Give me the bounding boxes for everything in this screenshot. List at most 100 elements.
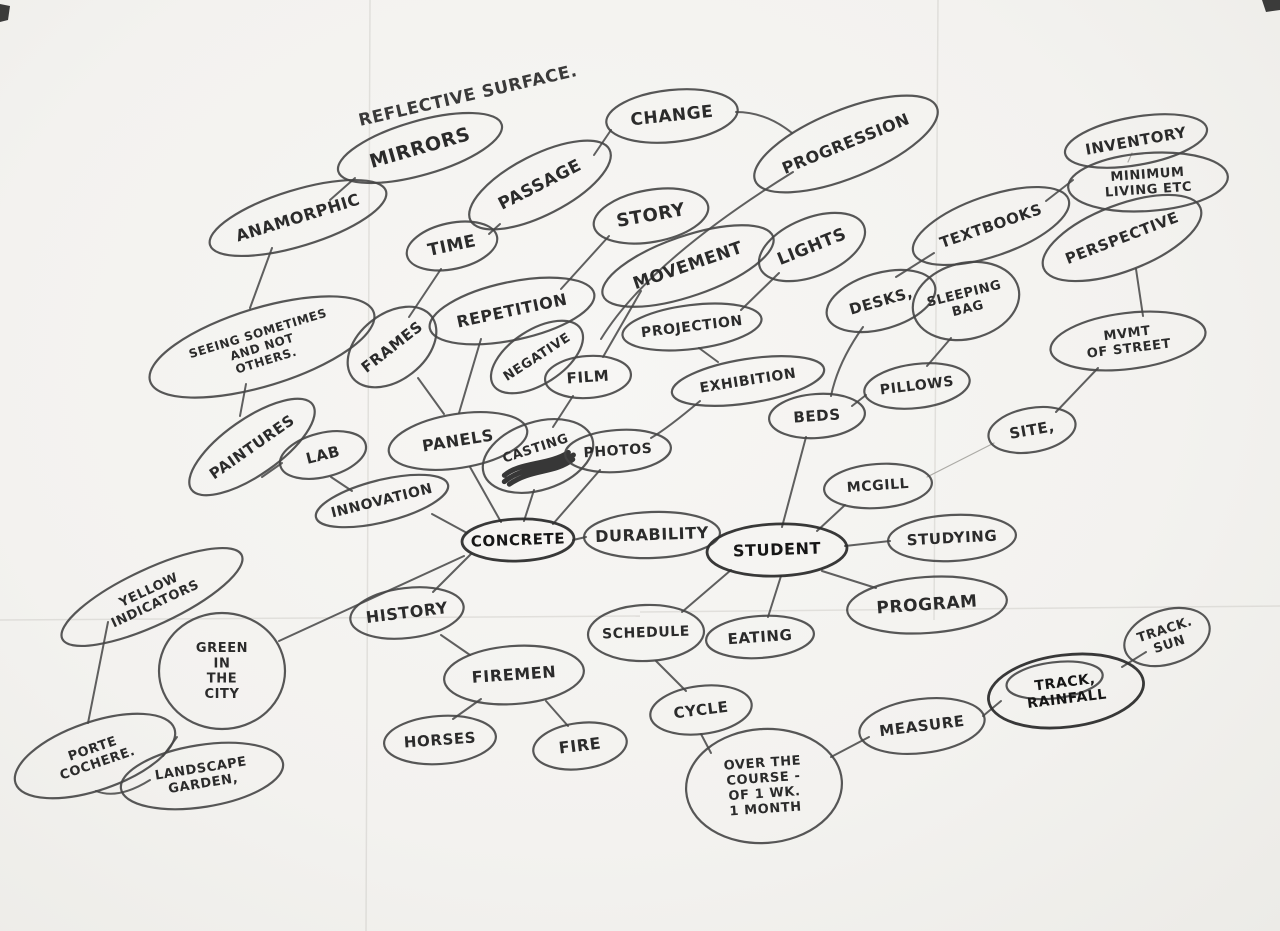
paper-crease-vertical-right <box>933 0 939 621</box>
node-lab: LAB <box>278 430 368 480</box>
measure-ellipse <box>858 697 986 755</box>
sleeping-bag-label: SLEEPINGBAG <box>925 277 1006 325</box>
studying-ellipse <box>886 513 1018 563</box>
firemen-ellipse <box>443 644 585 706</box>
over-course-ellipse <box>684 727 844 845</box>
edge-paintures-lab <box>261 462 283 478</box>
edge-student-eating <box>767 575 782 618</box>
program-label: PROGRAM <box>876 591 978 618</box>
fire-ellipse <box>532 721 628 771</box>
progression-ellipse <box>753 94 939 194</box>
edge-seeing-paintures <box>239 383 247 417</box>
negative-label: NEGATIVE <box>501 330 574 384</box>
edge-movement-film <box>602 290 642 358</box>
edge-perspective-mvmt-of-street <box>1135 268 1144 317</box>
node-progression: PROGRESSION <box>753 94 939 194</box>
durability-label: DURABILITY <box>595 523 709 546</box>
node-durability: DURABILITY <box>582 510 722 560</box>
photos-label: PHOTOS <box>583 441 653 462</box>
pillows-label: PILLOWS <box>879 374 955 399</box>
frames-ellipse <box>346 305 438 389</box>
node-schedule: SCHEDULE <box>586 603 706 663</box>
paper-crease-vertical <box>365 0 371 931</box>
desks-label: DESKS, <box>847 283 915 318</box>
node-over-course: OVER THECOURSE -OF 1 WK.1 MONTH <box>684 727 844 845</box>
edge-change-progression <box>735 111 793 134</box>
node-photos: PHOTOS <box>564 428 672 474</box>
node-casting: CASTING <box>481 418 595 494</box>
mvmt-of-street-ellipse <box>1049 310 1207 372</box>
node-time: TIME <box>405 220 499 272</box>
node-track-rainfall: TRACK,RAINFALL <box>987 652 1145 730</box>
mvmt-of-street-label: MVMTOF STREET <box>1084 321 1172 361</box>
passage-label: PASSAGE <box>495 156 585 215</box>
node-reflective-surface: REFLECTIVE SURFACE. <box>357 61 580 131</box>
beds-label: BEDS <box>793 405 841 426</box>
projection-ellipse <box>621 302 763 352</box>
node-beds: BEDS <box>767 392 867 440</box>
passage-ellipse <box>468 139 612 231</box>
edge-innovation-concrete <box>431 513 468 534</box>
node-panels: PANELS <box>387 411 529 471</box>
seeing-ellipse <box>148 295 376 399</box>
paper-crease-horizontal-left <box>0 615 641 621</box>
node-paintures: PAINTURES <box>188 397 316 497</box>
node-passage: PASSAGE <box>468 139 612 231</box>
program-ellipse <box>846 575 1008 635</box>
node-film: FILM <box>543 354 633 400</box>
schedule-label: SCHEDULE <box>602 623 690 642</box>
paintures-ellipse <box>188 397 316 497</box>
change-label: CHANGE <box>630 102 715 131</box>
horses-label: HORSES <box>403 728 476 751</box>
horses-ellipse <box>383 714 497 766</box>
progression-label: PROGRESSION <box>779 109 912 178</box>
frames-label: FRAMES <box>357 317 426 376</box>
edge-exhibition-photos <box>650 400 701 439</box>
inventory-ellipse <box>1063 113 1209 169</box>
edge-time-frames <box>408 268 442 318</box>
film-ellipse <box>543 354 633 400</box>
node-program: PROGRAM <box>846 575 1008 635</box>
lights-ellipse <box>757 211 867 283</box>
edges-layer <box>87 111 1147 795</box>
measure-label: MEASURE <box>878 711 965 739</box>
edge-photos-concrete <box>552 469 601 525</box>
edge-pillows-beds <box>851 394 867 407</box>
story-ellipse <box>592 187 710 245</box>
node-inventory: INVENTORY <box>1063 113 1209 169</box>
edge-track-rainfall-track-sun <box>1121 651 1147 668</box>
green-city-ellipse <box>157 611 287 731</box>
seeing-label: SEEING SOMETIMESAND NOTOTHERS. <box>187 305 337 387</box>
edge-history-firemen <box>440 634 471 656</box>
node-horses: HORSES <box>383 714 497 766</box>
yellow-indicators-label: YELLOWINDICATORS <box>102 563 201 631</box>
edge-schedule-cycle <box>655 660 687 692</box>
repetition-label: REPETITION <box>455 289 569 331</box>
mcgill-ellipse <box>823 462 933 510</box>
desks-ellipse <box>825 268 937 334</box>
node-studying: STUDYING <box>886 513 1018 563</box>
repetition-ellipse <box>428 276 596 346</box>
panels-ellipse <box>387 411 529 471</box>
exhibition-label: EXHIBITION <box>699 365 798 396</box>
edge-textbooks-desks <box>895 252 935 278</box>
casting-ellipse <box>481 418 595 494</box>
edge-progression-repetition <box>600 171 794 340</box>
paper-crease-horizontal-right <box>639 605 1280 613</box>
node-pillows: PILLOWS <box>863 362 971 410</box>
sleeping-bag-ellipse <box>911 260 1021 342</box>
green-city-label: GREEN IN THE CITY <box>196 640 248 701</box>
time-ellipse <box>405 220 499 272</box>
edge-mvmt-of-street-site <box>1055 367 1099 413</box>
track-rainfall-ellipse <box>987 652 1145 730</box>
eating-label: EATING <box>727 625 793 647</box>
story-label: STORY <box>615 199 687 232</box>
site-label: SITE, <box>1008 417 1056 443</box>
edge-cycle-over-course <box>700 733 712 754</box>
node-sleeping-bag: SLEEPINGBAG <box>911 260 1021 342</box>
minimum-living-ellipse <box>1067 151 1229 213</box>
node-fire: FIRE <box>532 721 628 771</box>
pillows-ellipse <box>863 362 971 410</box>
